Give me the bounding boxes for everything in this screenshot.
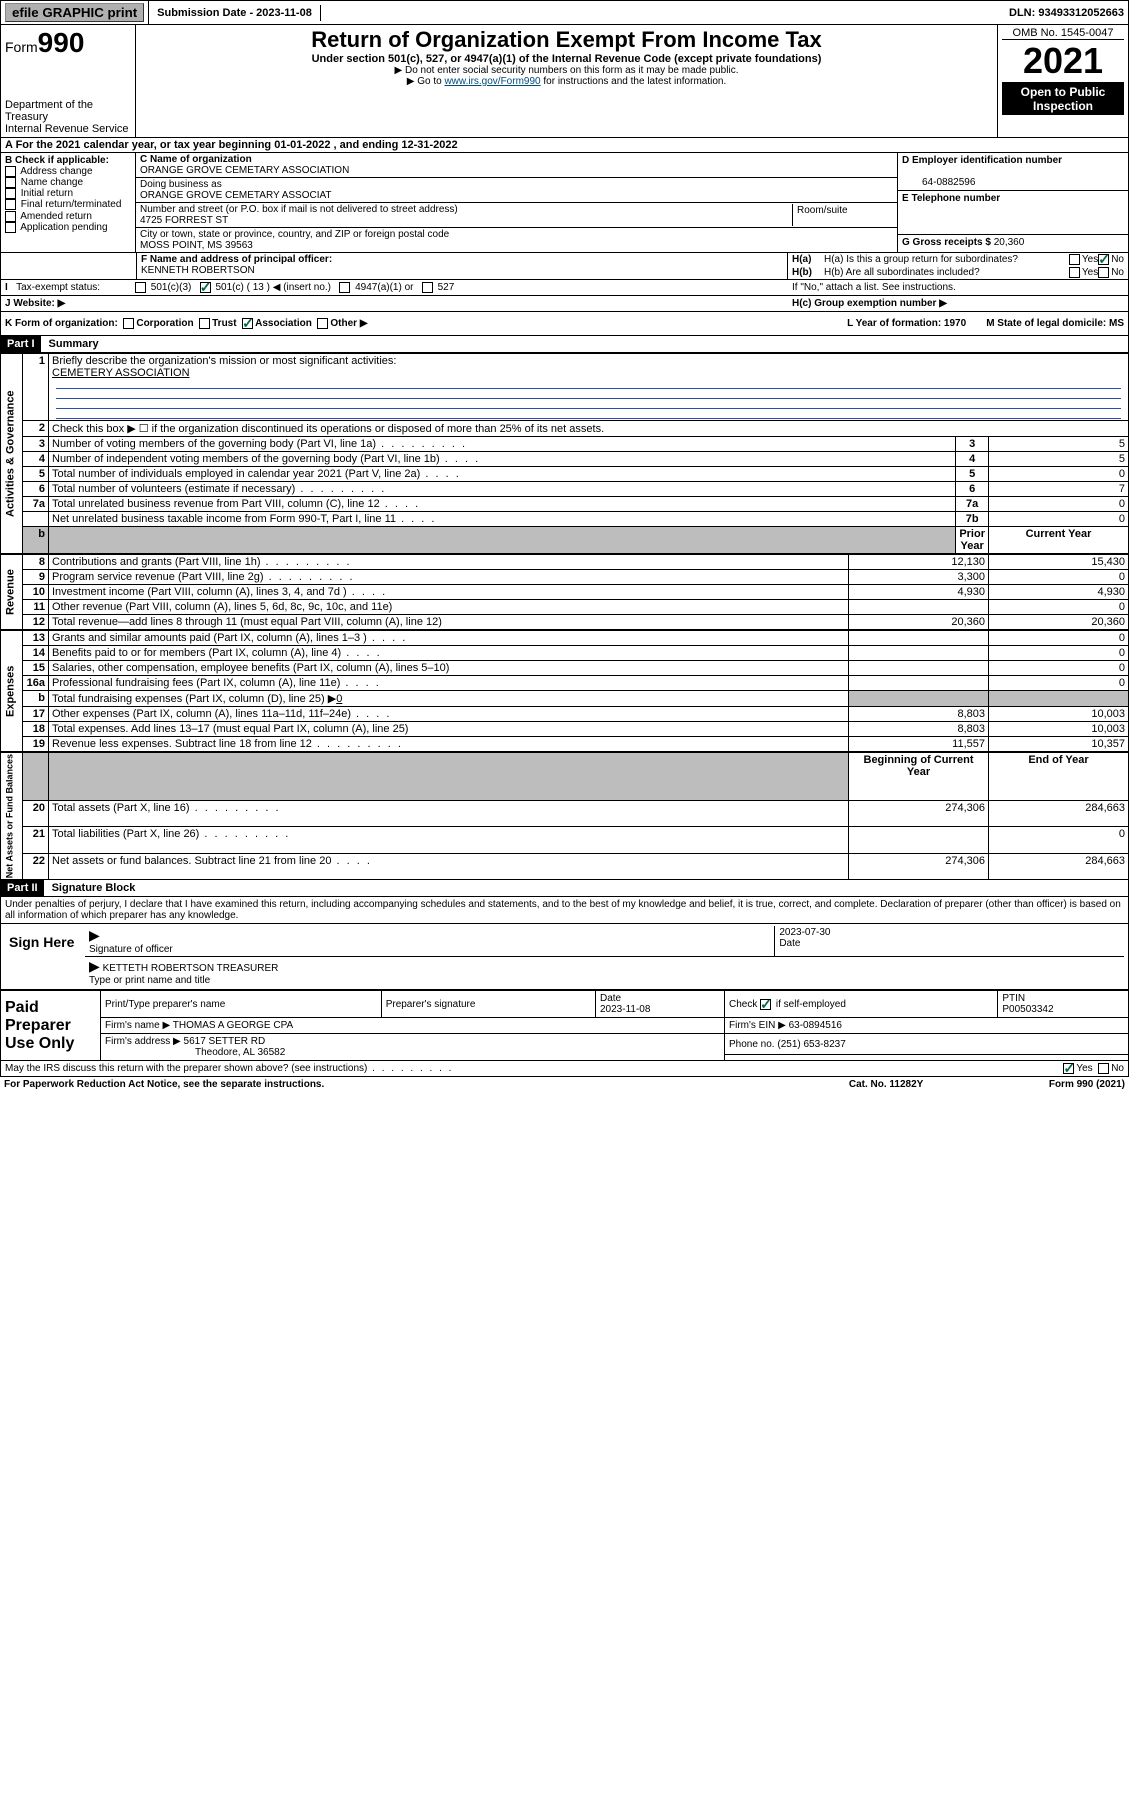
paid-preparer-label: Paid Preparer Use Only [1,991,101,1061]
box-h: H(a)H(a) Is this a group return for subo… [788,253,1128,279]
irs-link[interactable]: www.irs.gov/Form990 [444,76,540,87]
year-formation: L Year of formation: 1970 [847,318,966,329]
ha-yes[interactable] [1069,254,1080,265]
form-subtitle: Under section 501(c), 527, or 4947(a)(1)… [140,53,993,65]
form-header: Form990 Department of the Treasury Inter… [0,25,1129,138]
revenue-table: Revenue 8Contributions and grants (Part … [0,554,1129,630]
checkbox-final-return[interactable] [5,199,16,210]
irs-label: Internal Revenue Service [5,123,131,135]
cb-trust[interactable] [199,318,210,329]
hb-yes[interactable] [1069,267,1080,278]
prep-date: 2023-11-08 [600,1004,650,1015]
penalty-statement: Under penalties of perjury, I declare th… [0,897,1129,924]
officer-name: KETTETH ROBERTSON TREASURER [103,963,279,974]
cb-501c[interactable] [200,282,211,293]
dln: DLN: 93493312052663 [1005,5,1128,21]
checkbox-address-change[interactable] [5,166,16,177]
principal-officer: KENNETH ROBERTSON [141,265,255,276]
arrow-icon: ▶ [89,958,100,974]
part-ii-header: Part II Signature Block [0,880,1129,897]
row-j: J Website: ▶ H(c) Group exemption number… [0,296,1129,312]
row-a-tax-year: A For the 2021 calendar year, or tax yea… [0,138,1129,153]
section-f-h: F Name and address of principal officer:… [0,253,1129,280]
hb-no[interactable] [1098,267,1109,278]
firm-address: 5617 SETTER RD [184,1036,266,1047]
sign-here-label: Sign Here [5,926,85,987]
note-ssn: ▶ Do not enter social security numbers o… [140,65,993,76]
open-inspection: Open to Public Inspection [1002,83,1124,115]
footer: For Paperwork Reduction Act Notice, see … [0,1077,1129,1092]
state-domicile: M State of legal domicile: MS [986,318,1124,329]
tax-year: 2021 [1002,39,1124,83]
cb-assoc[interactable] [242,318,253,329]
vert-label-expenses: Expenses [1,631,23,752]
section-b-to-g: B Check if applicable: Address change Na… [0,153,1129,253]
vert-label-governance: Activities & Governance [1,354,23,554]
line-2: Check this box ▶ ☐ if the organization d… [49,421,1129,437]
form-title: Return of Organization Exempt From Incom… [140,27,993,53]
form-number: Form990 [5,27,131,59]
checkbox-name-change[interactable] [5,177,16,188]
header-right: OMB No. 1545-0047 2021 Open to Public In… [998,25,1128,137]
org-name: ORANGE GROVE CEMETARY ASSOCIATION [140,165,349,176]
header-mid: Return of Organization Exempt From Incom… [136,25,998,137]
cb-corp[interactable] [123,318,134,329]
preparer-table: Paid Preparer Use Only Print/Type prepar… [0,990,1129,1061]
discuss-no[interactable] [1098,1063,1109,1074]
submission-date: Submission Date - 2023-11-08 [153,7,316,19]
vert-label-revenue: Revenue [1,555,23,630]
row-i: I Tax-exempt status: 501(c)(3) 501(c) ( … [0,280,1129,296]
firm-ein: 63-0894516 [789,1020,842,1031]
note-goto: ▶ Go to www.irs.gov/Form990 for instruct… [140,76,993,87]
part-i-header: Part I Summary [0,336,1129,353]
cb-501c3[interactable] [135,282,146,293]
ein: 64-0882596 [902,177,975,188]
submission-date-cell: Submission Date - 2023-11-08 [149,5,321,21]
expenses-table: Expenses 13Grants and similar amounts pa… [0,630,1129,752]
arrow-icon: ▶ [89,927,100,943]
box-c: C Name of organizationORANGE GROVE CEMET… [136,153,898,252]
discuss-yes[interactable] [1063,1063,1074,1074]
row-k: K Form of organization: Corporation Trus… [0,312,1129,336]
efile-print-button[interactable]: efile GRAPHIC print [5,3,144,22]
ptin: P00503342 [1002,1004,1053,1015]
top-bar: efile GRAPHIC print Submission Date - 20… [0,0,1129,25]
dept-treasury: Department of the Treasury [5,99,131,123]
gross-receipts: 20,360 [994,237,1025,248]
omb-number: OMB No. 1545-0047 [1002,27,1124,39]
checkbox-application-pending[interactable] [5,222,16,233]
header-left: Form990 Department of the Treasury Inter… [1,25,136,137]
firm-name: THOMAS A GEORGE CPA [173,1020,293,1031]
cb-527[interactable] [422,282,433,293]
cb-other[interactable] [317,318,328,329]
box-f: F Name and address of principal officer:… [136,253,788,279]
mission-text: CEMETERY ASSOCIATION [52,367,190,379]
box-d-e-g: D Employer identification number64-08825… [898,153,1128,252]
dba: ORANGE GROVE CEMETARY ASSOCIAT [140,190,332,201]
city-state-zip: MOSS POINT, MS 39563 [140,240,253,251]
firm-phone: (251) 653-8237 [777,1039,845,1050]
discuss-row: May the IRS discuss this return with the… [0,1061,1129,1077]
ha-no[interactable] [1098,254,1109,265]
box-b-label: B Check if applicable: [5,155,109,166]
efile-print-cell: efile GRAPHIC print [1,1,149,24]
checkbox-amended[interactable] [5,211,16,222]
cb-4947[interactable] [339,282,350,293]
sign-date: 2023-07-30 [779,927,830,938]
box-b: B Check if applicable: Address change Na… [1,153,136,252]
checkbox-initial-return[interactable] [5,188,16,199]
street: 4725 FORREST ST [140,215,228,226]
cb-self-employed[interactable] [760,999,771,1010]
net-assets-table: Net Assets or Fund Balances Beginning of… [0,752,1129,880]
summary-table: Activities & Governance 1 Briefly descri… [0,353,1129,554]
sign-here-block: Sign Here ▶Signature of officer 2023-07-… [0,924,1129,990]
vert-label-net-assets: Net Assets or Fund Balances [1,753,23,880]
